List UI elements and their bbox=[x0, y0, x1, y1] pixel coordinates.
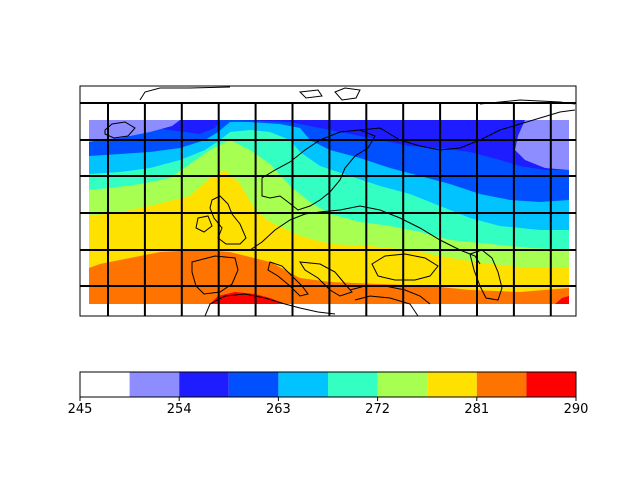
colorbar-tick-label: 245 bbox=[67, 402, 93, 417]
map-frame bbox=[79, 85, 577, 317]
colorbar-tick-label: 254 bbox=[166, 402, 192, 417]
colorbar-swatch bbox=[427, 372, 477, 397]
graticule bbox=[80, 102, 576, 316]
band-red bbox=[210, 292, 285, 304]
colorbar-swatch bbox=[228, 372, 279, 397]
colorbar-frame bbox=[79, 371, 577, 398]
band-lavender-east bbox=[515, 120, 569, 170]
colorbar-swatch bbox=[526, 372, 576, 397]
colorbar-tick-label: 263 bbox=[265, 402, 291, 417]
colorbar-swatch bbox=[328, 372, 378, 397]
colorbar-swatch bbox=[80, 372, 130, 397]
colorbar-swatch bbox=[377, 372, 428, 397]
colorbar-swatch bbox=[476, 372, 527, 397]
colorbar-swatch bbox=[278, 372, 328, 397]
band-darkblue bbox=[89, 120, 569, 170]
map-panel bbox=[79, 85, 577, 317]
colorbar bbox=[79, 372, 577, 401]
colorbar-tick-label: 272 bbox=[365, 402, 391, 417]
colorbar-tick-label: 290 bbox=[563, 402, 589, 417]
coastlines bbox=[104, 86, 576, 317]
colorbar-swatch bbox=[129, 372, 180, 397]
band-red-east bbox=[555, 296, 569, 304]
colorbar-swatch bbox=[179, 372, 229, 397]
colorbar-tick-label: 281 bbox=[464, 402, 490, 417]
